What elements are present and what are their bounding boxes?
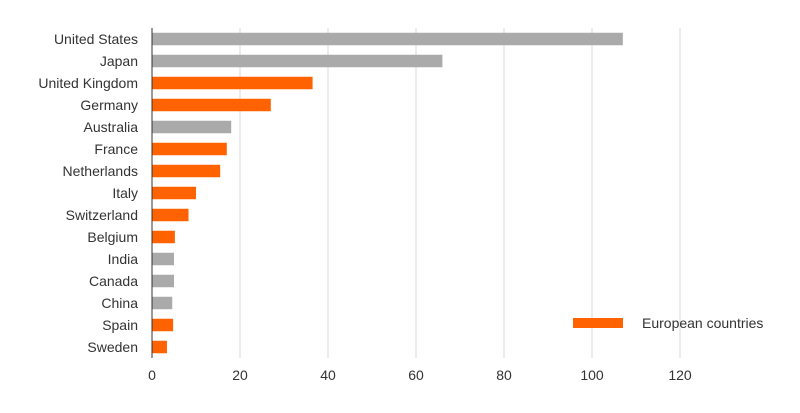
category-label: Australia [84,119,139,135]
x-axis-tick-labels: 0 20 40 60 80 100 120 [148,367,692,383]
bar [152,98,271,112]
category-label: United Kingdom [38,75,138,91]
category-label: Switzerland [66,207,138,223]
bar [152,274,174,288]
x-tick-label: 120 [668,367,692,383]
bar [152,296,173,310]
category-label: Germany [80,97,138,113]
category-label: Sweden [87,339,138,355]
bar [152,54,443,68]
category-label: Spain [102,317,138,333]
bars [152,32,623,354]
bar [152,142,227,156]
legend-swatch [573,318,623,328]
bar [152,230,175,244]
category-labels: United States Japan United Kingdom Germany A… [38,31,138,355]
bar [152,208,189,222]
bar [152,76,313,90]
category-label: France [94,141,138,157]
category-label: Canada [89,273,138,289]
bar [152,120,232,134]
category-label: Belgium [87,229,138,245]
x-tick-label: 100 [580,367,604,383]
category-label: United States [54,31,138,47]
bar [152,252,174,266]
bar [152,32,623,46]
bar [152,318,174,332]
category-label: Netherlands [63,163,139,179]
x-tick-label: 80 [496,367,512,383]
category-label: China [101,295,138,311]
grid-lines [239,28,681,358]
category-label: India [108,251,139,267]
x-tick-label: 20 [232,367,248,383]
bar [152,164,221,178]
legend: European countries [573,315,763,331]
bar [152,186,196,200]
x-tick-label: 0 [148,367,156,383]
bar [152,340,167,354]
x-tick-label: 40 [320,367,336,383]
x-tick-label: 60 [408,367,424,383]
legend-label: European countries [642,315,763,331]
category-label: Japan [100,53,138,69]
category-label: Italy [112,185,138,201]
